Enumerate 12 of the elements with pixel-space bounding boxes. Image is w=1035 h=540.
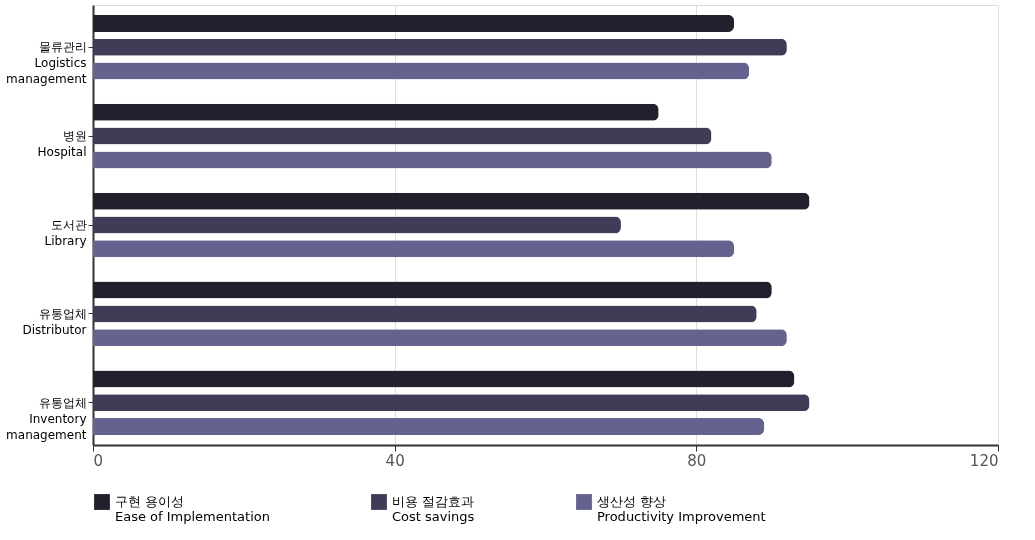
legend-label: 구현 용이성 Ease of Implementation: [115, 494, 270, 524]
y-tick-label: 유통업체 Inventory management: [6, 395, 87, 442]
x-tick-label: 80: [687, 451, 707, 470]
x-tick-label: 0: [93, 451, 104, 470]
x-tick-label: 40: [385, 451, 405, 470]
y-tick-label: 유통업체 Distributor: [22, 306, 87, 337]
x-tick-label: 120: [969, 451, 999, 470]
legend-label: 비용 절감효과 Cost savings: [392, 494, 475, 524]
y-tick-label: 병원 Hospital: [37, 129, 87, 160]
y-tick-label: 도서관 Library: [44, 218, 87, 248]
legend-label: 생산성 향상 Productivity Improvement: [597, 494, 766, 524]
y-tick-label: 물류관리 Logistics management: [6, 40, 87, 87]
